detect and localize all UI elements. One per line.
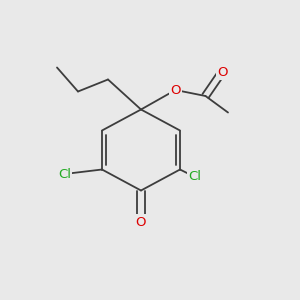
Text: O: O (217, 65, 227, 79)
Text: Cl: Cl (188, 170, 202, 184)
Text: O: O (136, 215, 146, 229)
Text: Cl: Cl (58, 167, 71, 181)
Text: O: O (170, 83, 181, 97)
